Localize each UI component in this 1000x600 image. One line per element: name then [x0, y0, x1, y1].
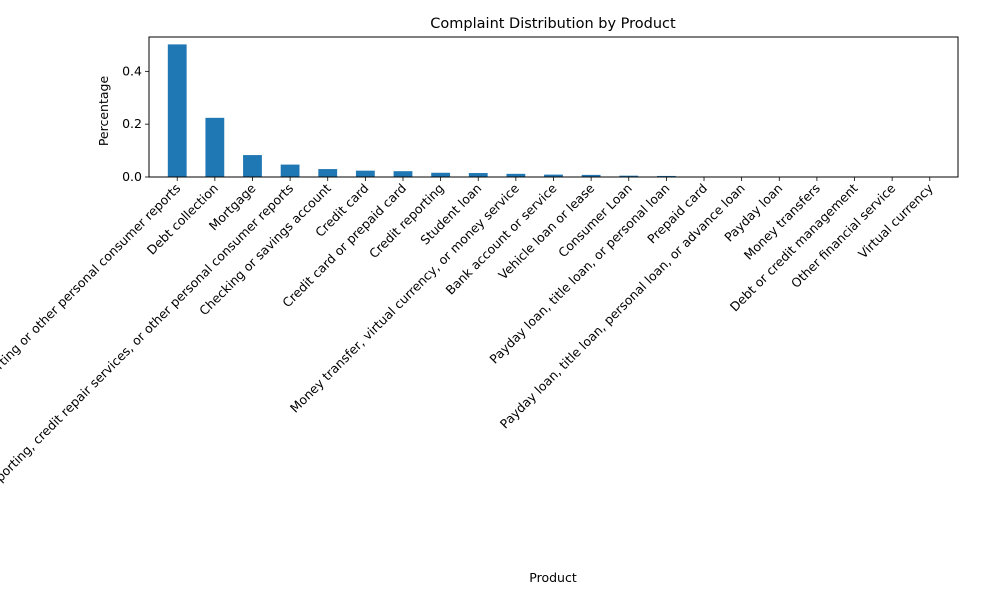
x-axis-label: Product — [529, 570, 577, 585]
bar-2 — [243, 155, 262, 177]
x-axis: Credit reporting or other personal consu… — [0, 177, 936, 523]
y-axis: 0.0 0.2 0.4 — [122, 63, 149, 184]
bar-0 — [167, 44, 187, 177]
bar-8 — [468, 173, 488, 177]
bars-layer — [167, 44, 940, 177]
y-tick-label-0: 0.0 — [122, 169, 142, 184]
bar-13 — [656, 175, 676, 177]
plot-frame — [148, 36, 959, 178]
chart-title: Complaint Distribution by Product — [430, 16, 676, 32]
y-tick-label-1: 0.2 — [122, 116, 142, 131]
bar-1 — [205, 117, 225, 177]
bar-3 — [280, 164, 300, 177]
bar-9 — [506, 173, 526, 177]
bar-4 — [318, 169, 338, 177]
y-axis-label: Percentage — [96, 76, 111, 147]
bar-6 — [393, 171, 413, 177]
x-tick-label-3: Credit reporting, credit repair services… — [0, 181, 296, 523]
bar-5 — [355, 170, 375, 177]
bar-7 — [431, 172, 451, 177]
bar-10 — [544, 174, 563, 177]
bar-12 — [619, 175, 639, 177]
x-tick-label-15: Payday loan, title loan, personal loan, … — [497, 181, 748, 432]
y-tick-label-2: 0.4 — [122, 63, 142, 78]
bar-11 — [581, 174, 601, 177]
